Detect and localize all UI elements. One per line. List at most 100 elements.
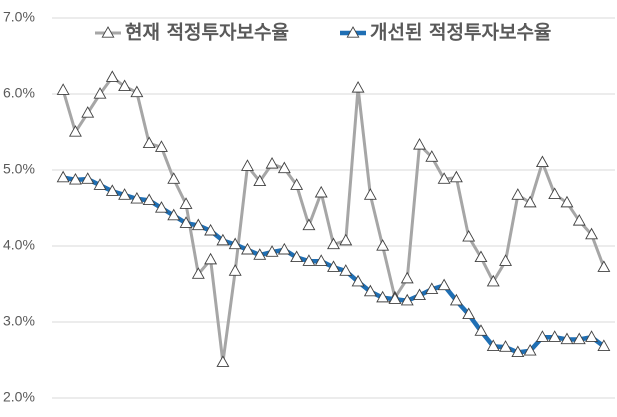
point-marker	[265, 245, 279, 257]
point-marker	[118, 79, 132, 92]
point-marker	[400, 271, 414, 284]
point-marker	[154, 201, 168, 213]
point-marker	[449, 170, 463, 183]
point-marker	[314, 254, 328, 266]
legend-label: 개선된 적정투자보수율	[370, 22, 551, 44]
point-marker	[277, 242, 291, 255]
point-marker	[425, 150, 439, 162]
point-marker	[56, 83, 70, 95]
point-marker	[191, 218, 205, 231]
point-marker	[474, 250, 488, 263]
point-marker	[585, 227, 599, 240]
point-marker	[388, 292, 402, 304]
point-marker	[130, 191, 144, 204]
point-marker	[376, 239, 390, 251]
point-marker	[462, 229, 476, 242]
point-marker	[179, 216, 193, 228]
point-marker	[68, 125, 82, 137]
point-marker	[142, 193, 156, 206]
point-marker	[118, 188, 132, 200]
point-marker	[253, 248, 267, 260]
point-marker	[363, 284, 377, 297]
point-marker	[449, 293, 463, 306]
point-marker	[204, 252, 218, 265]
point-marker	[535, 330, 549, 342]
point-marker	[486, 339, 500, 351]
point-marker	[167, 172, 181, 184]
point-marker	[339, 233, 353, 246]
point-marker	[511, 188, 525, 200]
point-marker	[68, 172, 82, 185]
point-marker	[400, 293, 414, 306]
y-tick-label: 7.0%	[3, 9, 35, 25]
point-marker	[142, 136, 156, 149]
point-marker	[179, 197, 193, 209]
point-marker	[277, 161, 291, 174]
point-marker	[363, 188, 377, 200]
point-marker	[339, 264, 353, 276]
point-marker	[130, 85, 144, 98]
point-marker	[560, 332, 574, 345]
point-marker	[523, 343, 537, 356]
point-marker	[548, 330, 562, 342]
y-tick-label: 4.0%	[3, 237, 35, 253]
y-tick-label: 6.0%	[3, 85, 35, 101]
point-marker	[81, 106, 95, 118]
point-marker	[265, 156, 279, 169]
point-marker	[191, 267, 205, 279]
point-marker	[425, 282, 439, 294]
point-marker	[290, 178, 304, 190]
point-marker	[327, 237, 340, 250]
point-marker	[105, 184, 119, 196]
point-marker	[228, 264, 242, 276]
point-marker	[474, 324, 488, 336]
point-marker	[585, 330, 599, 342]
point-marker	[228, 237, 242, 250]
point-marker	[327, 260, 340, 272]
point-marker	[241, 242, 254, 255]
legend-marker	[101, 26, 115, 38]
point-marker	[241, 159, 254, 171]
point-marker	[597, 339, 611, 351]
y-tick-label: 3.0%	[3, 313, 35, 329]
point-marker	[93, 178, 107, 190]
point-marker	[351, 274, 365, 287]
point-marker	[105, 70, 119, 82]
point-marker	[413, 137, 426, 150]
point-marker	[56, 170, 70, 183]
point-marker	[216, 233, 230, 246]
point-marker	[81, 172, 95, 184]
point-marker	[572, 213, 586, 226]
point-marker	[523, 195, 537, 208]
point-marker	[535, 155, 549, 168]
point-marker	[572, 332, 586, 345]
series-line	[61, 75, 606, 364]
point-marker	[597, 260, 611, 272]
y-tick-label: 2.0%	[3, 389, 35, 405]
point-marker	[154, 140, 168, 152]
point-marker	[167, 208, 181, 221]
point-marker	[302, 218, 316, 231]
point-marker	[253, 174, 267, 187]
point-marker	[499, 340, 513, 352]
point-marker	[511, 345, 525, 358]
point-marker	[548, 187, 562, 199]
point-marker	[302, 254, 316, 266]
point-marker	[351, 80, 365, 93]
point-marker	[93, 87, 107, 99]
legend-label: 현재 적정투자보수율	[125, 22, 289, 44]
point-marker	[486, 274, 500, 287]
point-marker	[376, 290, 390, 303]
point-marker	[560, 195, 574, 208]
point-marker	[413, 288, 426, 301]
point-marker	[462, 307, 476, 320]
point-marker	[204, 223, 218, 236]
point-marker	[499, 254, 513, 266]
point-marker	[437, 278, 451, 291]
point-marker	[437, 172, 451, 184]
y-tick-label: 5.0%	[3, 161, 35, 177]
point-marker	[216, 355, 230, 367]
point-marker	[290, 250, 304, 263]
point-marker	[314, 185, 328, 198]
